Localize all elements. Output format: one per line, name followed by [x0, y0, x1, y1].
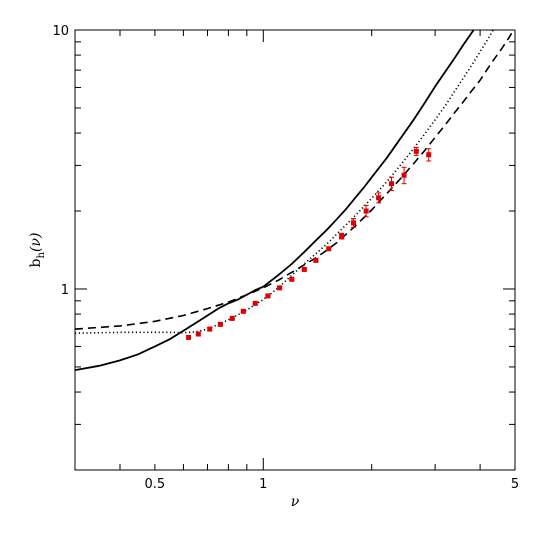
data-point: [229, 315, 235, 321]
data-point: [289, 276, 295, 282]
data-points: [186, 146, 432, 340]
y-tick-label: 1: [61, 283, 69, 298]
data-point: [350, 220, 356, 226]
curve-dotted: [75, 30, 495, 334]
data-point: [186, 334, 192, 340]
y-tick-label: 10: [52, 24, 69, 39]
data-point: [376, 195, 382, 201]
tick-labels: 0.5 1 5 1 10: [52, 24, 519, 492]
curve-solid: [75, 30, 475, 372]
data-point: [301, 266, 307, 272]
x-tick-label: 0.5: [145, 477, 166, 492]
data-point: [339, 233, 345, 239]
data-point: [401, 172, 407, 178]
data-point: [240, 308, 246, 314]
data-point: [326, 246, 332, 252]
y-axis-label-main: b: [28, 258, 44, 267]
data-point: [313, 257, 319, 263]
curves: [75, 30, 515, 372]
x-axis-label: ν: [291, 494, 300, 510]
data-point: [217, 321, 223, 327]
x-tick-label: 5: [511, 477, 519, 492]
data-point: [195, 331, 201, 337]
data-point: [426, 152, 432, 158]
plot-frame: [74, 29, 516, 471]
data-point: [252, 300, 258, 306]
data-point: [389, 181, 395, 187]
data-point: [265, 293, 271, 299]
x-tick-label: 1: [259, 477, 267, 492]
curve-dashed: [75, 30, 515, 330]
data-point: [277, 285, 283, 291]
y-axis-label-sub: h: [36, 251, 47, 258]
data-point: [207, 326, 213, 332]
y-axis-label-rest: (ν): [28, 233, 44, 252]
data-point: [413, 148, 419, 154]
y-axis-label: bh(ν): [28, 233, 47, 268]
data-point: [363, 208, 369, 214]
axis-ticks: [74, 29, 516, 471]
